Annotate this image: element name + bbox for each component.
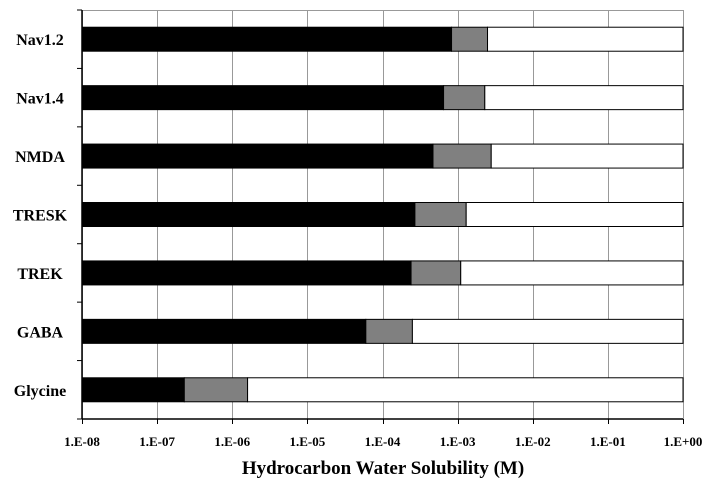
category-label-nmda: NMDA: [15, 149, 65, 166]
category-label-gaba: GABA: [17, 324, 64, 341]
bar-gaba-segment-1: [81, 318, 367, 344]
x-axis-title: Hydrocarbon Water Solubility (M): [242, 458, 524, 479]
bar-gaba-segment-2: [365, 318, 413, 344]
bar-nav1-4-segment-1: [81, 85, 445, 111]
x-tick-labels: 1.E-08 1.E-07 1.E-06 1.E-05 1.E-04 1.E-03 1.E-…: [64, 434, 702, 449]
bars: [81, 26, 684, 403]
bar-glycine-segment-1: [81, 377, 185, 403]
x-tick-label-3: 1.E-05: [290, 434, 326, 449]
x-tick-label-4: 1.E-04: [365, 434, 401, 449]
bar-nmda-segment-3: [490, 143, 684, 169]
bar-nav1-4-segment-2: [443, 85, 486, 111]
bar-tresk-segment-2: [414, 202, 467, 227]
category-label-trek: TREK: [17, 266, 63, 283]
bar-nmda-segment-1: [81, 143, 434, 169]
bar-trek-segment-1: [81, 260, 412, 286]
bar-glycine-segment-3: [247, 377, 684, 403]
bar-nav1-4-segment-3: [484, 85, 684, 111]
x-tick-label-6: 1.E-02: [515, 434, 551, 449]
bar-nav1-2-segment-1: [81, 26, 453, 52]
bar-tresk-segment-3: [465, 202, 684, 227]
x-tick-label-2: 1.E-06: [214, 434, 250, 449]
bar-nav1-2-segment-3: [487, 26, 684, 52]
x-tick-label-8: 1.E+00: [664, 434, 703, 449]
category-label-glycine: Glycine: [14, 383, 66, 400]
bar-gaba-segment-3: [411, 318, 684, 344]
axes: [77, 9, 684, 424]
category-labels: Nav1.2 Nav1.4 NMDA TRESK TREK GABA Glycine: [13, 32, 68, 400]
x-tick-label-0: 1.E-08: [64, 434, 100, 449]
x-tick-label-1: 1.E-07: [139, 434, 175, 449]
bar-trek-segment-3: [460, 260, 684, 286]
x-tick-label-7: 1.E-01: [590, 434, 626, 449]
bar-glycine-segment-2: [183, 377, 249, 403]
bar-tresk-segment-1: [81, 202, 416, 227]
x-tick-label-5: 1.E-03: [440, 434, 476, 449]
bar-nmda-segment-2: [432, 143, 492, 169]
category-label-nav1-4: Nav1.4: [16, 91, 64, 108]
bar-trek-segment-2: [410, 260, 462, 286]
category-label-nav1-2: Nav1.2: [16, 32, 64, 49]
category-label-tresk: TRESK: [13, 208, 68, 225]
bar-nav1-2-segment-2: [451, 26, 489, 52]
